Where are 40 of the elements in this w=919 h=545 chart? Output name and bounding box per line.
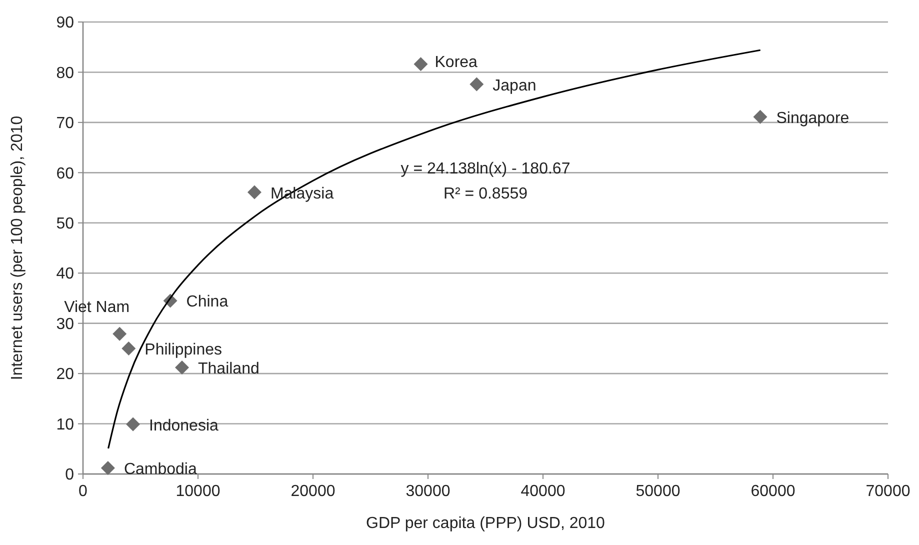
point <box>470 77 484 92</box>
y-tick-label: 20 <box>56 366 74 384</box>
annotation: Indonesia <box>149 417 219 434</box>
y-tick-label: 30 <box>56 316 74 333</box>
y-axis-title: Internet users (per 100 people), 2010 <box>9 116 26 380</box>
point <box>122 341 136 356</box>
annotation: Singapore <box>776 110 850 127</box>
annotation: Korea <box>434 54 478 72</box>
y-tick-label: 40 <box>56 266 74 283</box>
x-tick-label: 0 <box>78 483 88 500</box>
y-tick-label: 90 <box>56 14 74 32</box>
point <box>247 185 262 200</box>
point <box>126 417 140 432</box>
point <box>112 326 127 341</box>
x-tick-label: 60000 <box>750 483 796 500</box>
x-tick-label: 30000 <box>406 483 450 500</box>
annotation: y = 24.138ln(x) - 180.67 <box>400 160 570 178</box>
y-tick-label: 0 <box>65 466 74 484</box>
annotation: Viet Nam <box>64 298 130 316</box>
point <box>175 360 190 375</box>
annotation: Thailand <box>198 360 260 378</box>
y-tick-label: 10 <box>56 416 74 434</box>
point <box>414 57 428 72</box>
y-tick-label: 70 <box>56 115 74 132</box>
x-tick-label: 70000 <box>866 483 910 500</box>
annotation: China <box>186 294 228 311</box>
x-tick-label: 40000 <box>520 483 566 500</box>
annotation: Japan <box>492 77 536 94</box>
annotation: R² = 0.8559 <box>443 185 528 202</box>
annotation: Philippines <box>144 341 222 358</box>
x-tick-label: 10000 <box>176 483 220 500</box>
x-tick-label: 50000 <box>636 483 680 500</box>
x-tick-label: 20000 <box>290 483 336 500</box>
y-tick-label: 60 <box>56 165 74 182</box>
x-axis-title: GDP per capita (PPP) USD, 2010 <box>366 515 606 532</box>
annotation: Cambodia <box>124 460 197 478</box>
y-tick-label: 50 <box>56 215 74 232</box>
y-tick-label: 80 <box>56 64 74 82</box>
point <box>753 110 768 124</box>
point <box>100 460 115 475</box>
